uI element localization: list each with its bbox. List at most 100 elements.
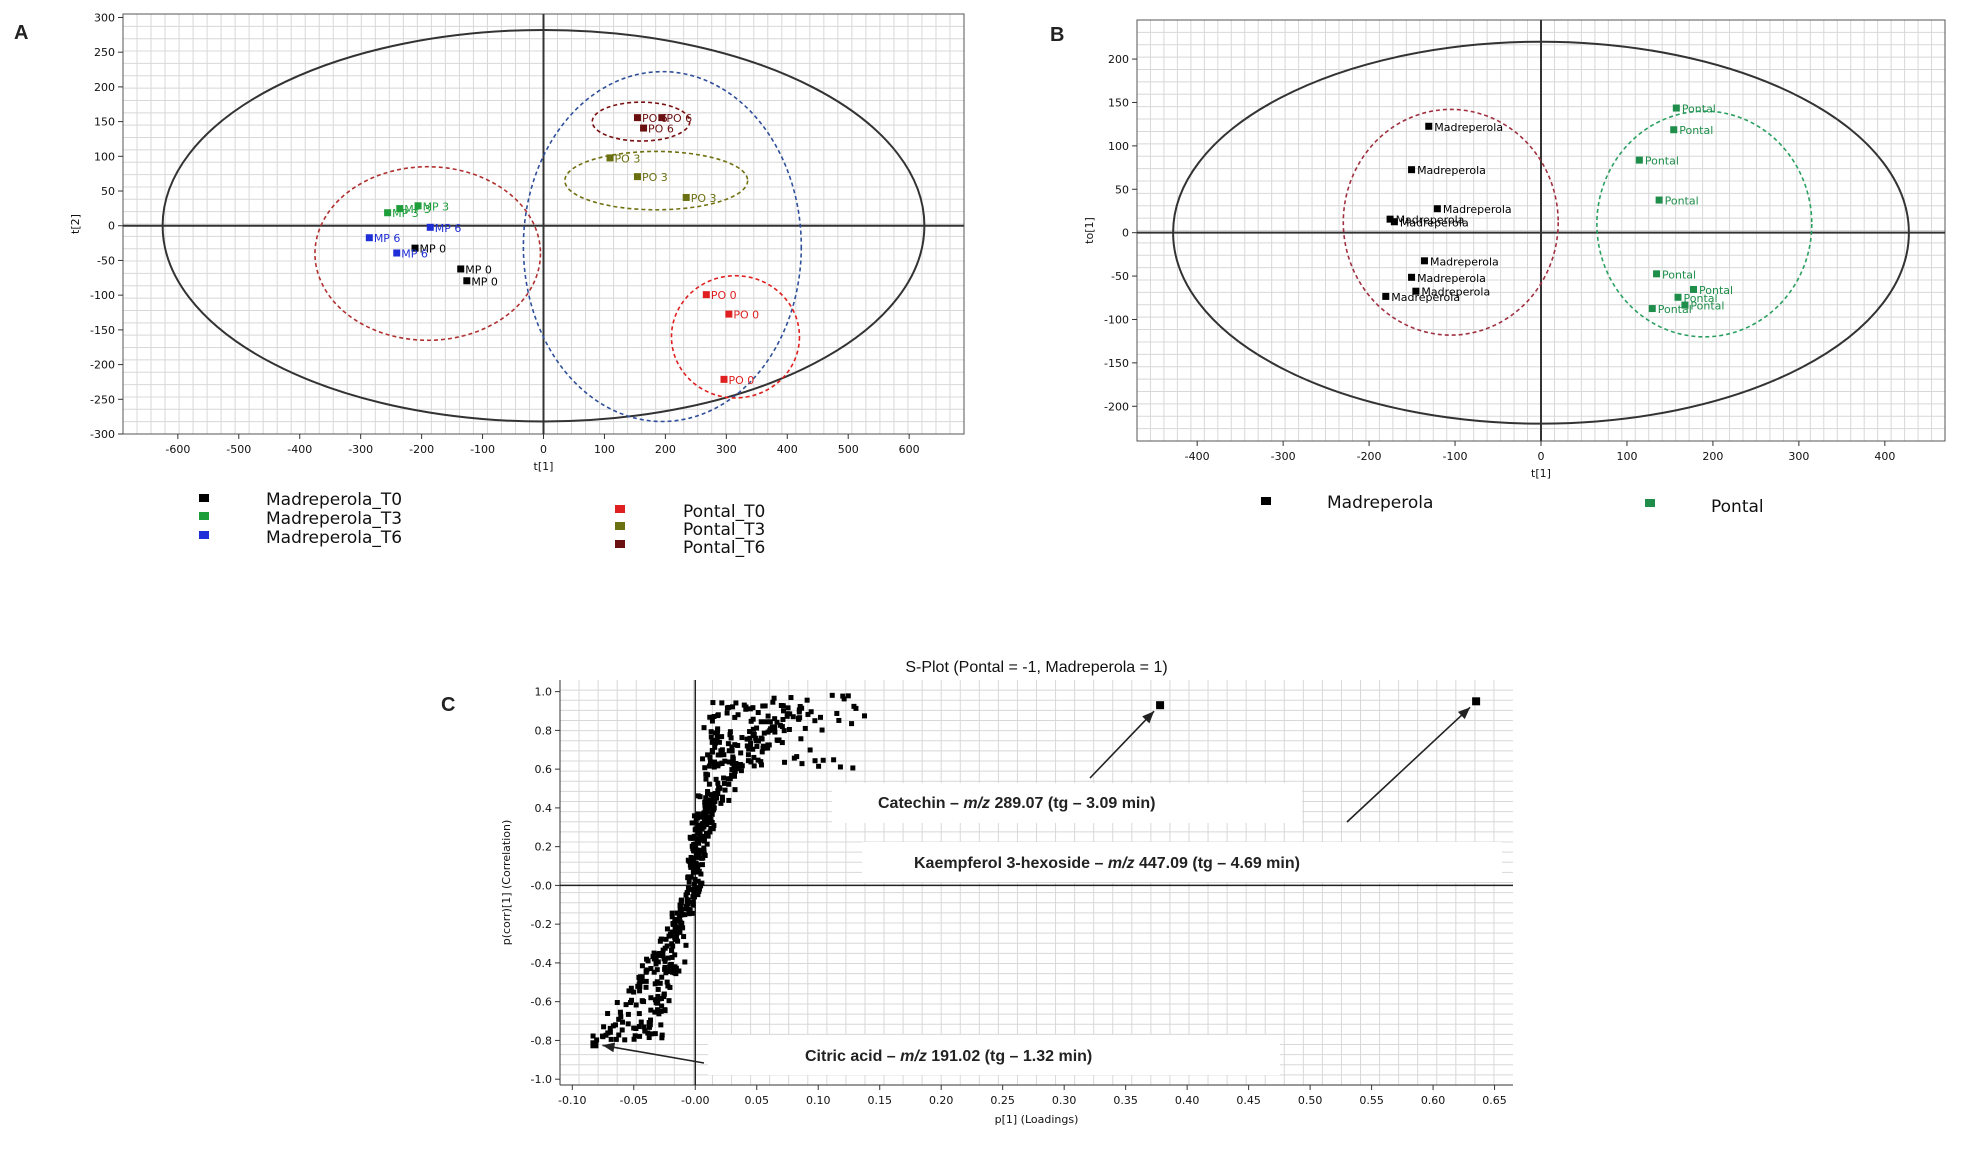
loading-point <box>726 781 732 787</box>
x-tick-label: -100 <box>470 443 495 456</box>
loading-point <box>804 697 810 703</box>
loading-point <box>807 747 813 753</box>
separator: (tg – <box>1043 795 1086 812</box>
loading-point <box>603 1032 609 1038</box>
loading-point <box>831 757 837 763</box>
loading-point <box>710 826 716 832</box>
loading-point <box>711 796 717 802</box>
x-tick-label: 0.10 <box>806 1094 831 1107</box>
x-tick-label: -0.05 <box>620 1094 648 1107</box>
legend-swatch <box>615 505 625 513</box>
mz-value: 289.07 <box>995 795 1044 812</box>
loading-point <box>711 822 717 828</box>
y-tick-label: 300 <box>94 11 115 24</box>
loading-point <box>623 1002 629 1008</box>
loading-point <box>691 842 697 848</box>
loading-point <box>691 890 697 896</box>
x-tick-label: 0.35 <box>1113 1094 1138 1107</box>
loading-point <box>727 729 733 735</box>
x-tick-label: 0.25 <box>990 1094 1015 1107</box>
loading-point <box>778 702 784 708</box>
loading-point <box>695 878 701 884</box>
panel-letter-c: C <box>441 694 455 716</box>
panel-letter-a: A <box>14 22 28 44</box>
y-tick-label: 0.8 <box>535 724 553 737</box>
y-tick-label: -200 <box>1104 400 1129 413</box>
legend-label: Madreperola_T3 <box>266 509 402 529</box>
loading-point <box>733 761 739 767</box>
loading-point <box>607 1025 613 1031</box>
loading-point <box>692 845 698 851</box>
loading-point <box>774 737 780 743</box>
loading-point <box>774 719 780 725</box>
loading-point <box>662 958 668 964</box>
loading-point <box>637 1033 643 1039</box>
highlighted-point <box>590 1040 599 1049</box>
loading-point <box>702 852 708 858</box>
loading-point <box>754 743 760 749</box>
loading-point <box>701 835 707 841</box>
y-tick-label: 0 <box>108 220 115 233</box>
loading-point <box>688 835 694 841</box>
loading-point <box>658 951 664 957</box>
loading-point <box>745 758 751 764</box>
legend-swatch <box>615 540 625 548</box>
loading-point <box>755 710 761 716</box>
loading-point <box>686 858 692 864</box>
loading-point <box>695 812 701 818</box>
loading-point <box>726 748 732 754</box>
loading-point <box>786 726 792 732</box>
point-label: Madreperola <box>1400 216 1469 229</box>
loading-point <box>796 709 802 715</box>
loading-point <box>672 920 678 926</box>
point-label: Pontal <box>1699 284 1733 297</box>
loading-point <box>758 759 764 765</box>
point-label: PO 0 <box>733 309 759 322</box>
loading-point <box>704 841 710 847</box>
x-tick-label: 0.45 <box>1236 1094 1261 1107</box>
loading-point <box>845 693 851 699</box>
y-tick-label: 200 <box>94 81 115 94</box>
loading-point <box>690 899 696 905</box>
loading-point <box>708 734 714 740</box>
loading-point <box>695 864 701 870</box>
data-point <box>682 193 690 201</box>
compound-name: Kaempferol 3-hexoside <box>914 855 1090 872</box>
loading-point <box>614 1000 620 1006</box>
loading-point <box>631 1025 637 1031</box>
loading-point <box>788 695 794 701</box>
data-point <box>1412 287 1420 295</box>
loading-point <box>730 704 736 710</box>
loading-point <box>759 736 765 742</box>
legend-label: Pontal_T3 <box>683 520 765 540</box>
mz-symbol: m/z <box>963 795 990 812</box>
loading-point <box>711 764 717 770</box>
loading-point <box>697 794 703 800</box>
loading-point <box>817 714 823 720</box>
loading-point <box>689 820 695 826</box>
loading-point <box>765 742 771 748</box>
loading-point <box>664 926 670 932</box>
loading-point <box>650 954 656 960</box>
data-point <box>725 310 733 318</box>
data-point <box>457 265 465 273</box>
data-point <box>1425 122 1433 130</box>
loading-point <box>702 765 708 771</box>
annotation-box <box>832 783 1302 823</box>
point-label: Pontal <box>1665 195 1699 208</box>
loading-point <box>691 833 697 839</box>
annotation-catechin: Catechin – m/z 289.07 (tg – 3.09 min) <box>878 795 1155 812</box>
loading-point <box>683 906 689 912</box>
loading-point <box>714 790 720 796</box>
loading-point <box>696 827 702 833</box>
loading-point <box>644 956 650 962</box>
data-point <box>1672 104 1680 112</box>
loading-point <box>706 781 712 787</box>
loading-point <box>711 799 717 805</box>
loading-point <box>706 763 712 769</box>
y-tick-label: 150 <box>1108 96 1129 109</box>
y-tick-label: -0.4 <box>531 957 552 970</box>
loading-point <box>729 767 735 773</box>
loading-point <box>750 716 756 722</box>
data-point <box>658 114 666 122</box>
